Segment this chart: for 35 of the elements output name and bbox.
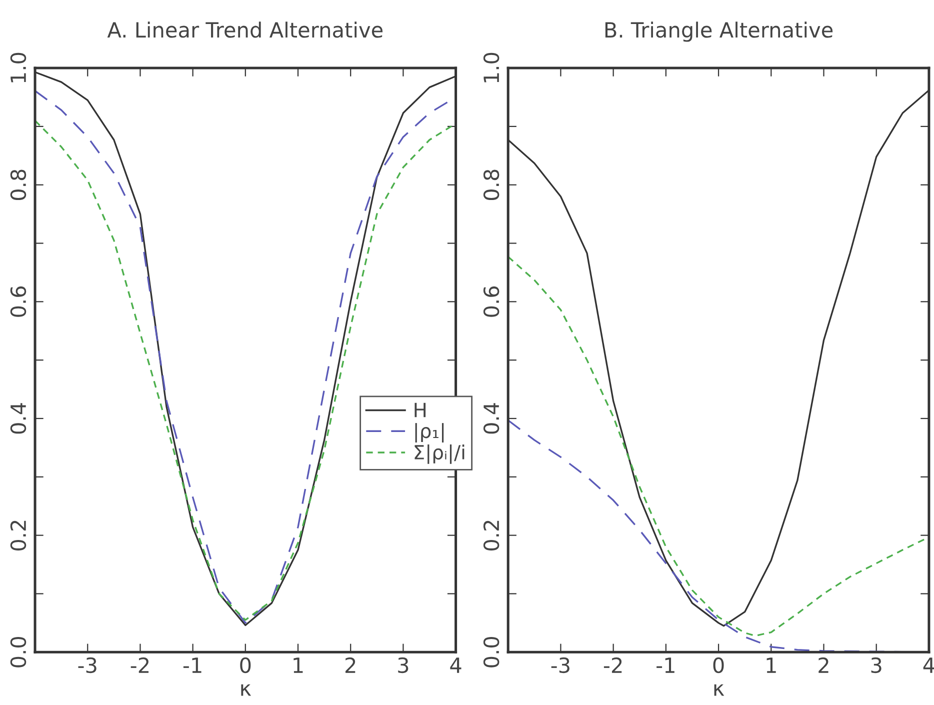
x-tick-label: -2: [130, 657, 149, 673]
chart-title: A. Linear Trend Alternative: [107, 22, 383, 38]
x-axis-title: κ: [714, 684, 724, 696]
y-tick-label: 0.0: [10, 636, 26, 668]
y-tick-label: 1.0: [10, 52, 26, 82]
x-tick-label: 3: [398, 657, 408, 674]
chart-title: B. Triangle Alternative: [605, 22, 833, 42]
x-axis-title: κ: [241, 684, 252, 696]
y-tick-label: 0.0: [483, 636, 500, 668]
x-tick-label: 2: [346, 657, 356, 673]
x-tick-label: 0: [240, 657, 251, 674]
x-tick-label: -2: [604, 657, 622, 673]
x-tick-label: -3: [551, 657, 570, 674]
x-tick-label: 2: [818, 657, 828, 673]
y-tick-label: 0.4: [483, 403, 500, 434]
x-tick-label: -1: [656, 658, 674, 673]
x-tick-label: 0: [713, 657, 724, 674]
y-tick-label: 0.8: [483, 170, 500, 200]
x-tick-label: 3: [871, 657, 882, 674]
y-tick-label: 0.4: [10, 403, 26, 434]
y-tick-label: 0.2: [483, 520, 500, 550]
x-tick-label: 1: [294, 658, 303, 673]
legend-label: Σ|ρᵢ|/i: [414, 444, 464, 464]
x-tick-label: 4: [450, 658, 462, 673]
x-tick-label: -1: [183, 658, 202, 673]
x-tick-label: -3: [78, 657, 96, 674]
y-tick-label: 0.6: [483, 286, 500, 317]
x-tick-label: 4: [923, 658, 934, 673]
y-tick-label: 0.6: [10, 286, 26, 317]
y-tick-label: 0.2: [10, 520, 26, 550]
y-tick-label: 0.8: [10, 170, 26, 200]
x-tick-label: 1: [766, 658, 776, 673]
legend-label: H: [414, 402, 426, 418]
y-tick-label: 1.0: [483, 52, 500, 82]
legend-label: |ρ₁|: [415, 423, 444, 442]
